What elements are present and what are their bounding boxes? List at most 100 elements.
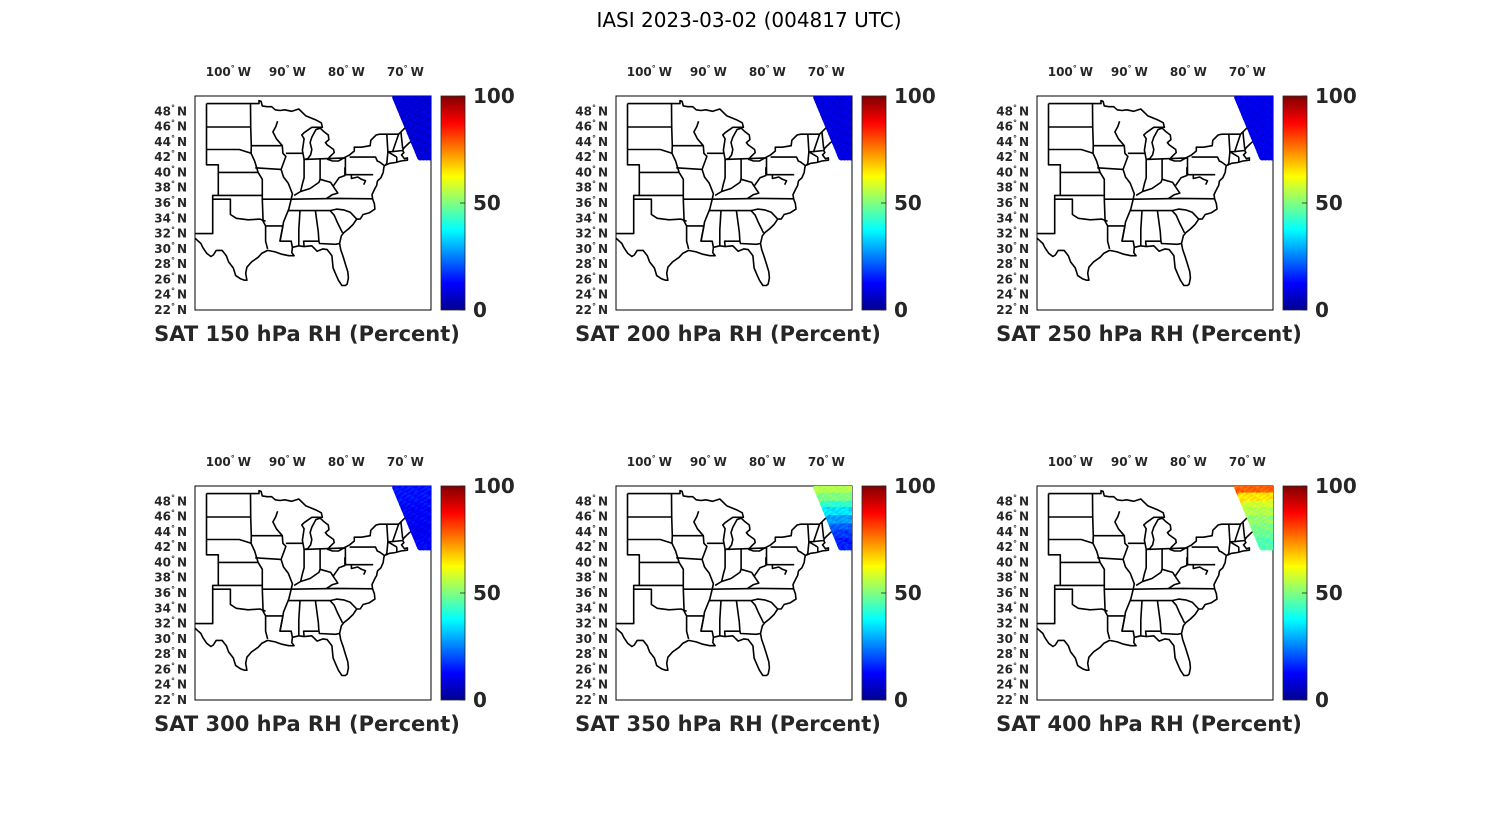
lat-tick-label: 38° N xyxy=(575,570,608,585)
lon-tick-label: 100° W xyxy=(1048,454,1093,469)
state-boundary xyxy=(255,557,282,561)
state-boundary xyxy=(721,178,760,200)
colorbar-tick-label: 50 xyxy=(894,191,922,215)
state-boundary xyxy=(1242,521,1246,539)
lat-tick-label: 46° N xyxy=(575,119,608,134)
lon-tick-label: 100° W xyxy=(206,454,251,469)
state-boundary xyxy=(287,208,358,220)
state-boundary xyxy=(771,564,788,576)
state-boundary xyxy=(384,524,389,556)
state-boundary xyxy=(293,159,305,197)
state-boundary xyxy=(1171,210,1186,234)
lat-tick-label: 30° N xyxy=(575,631,608,646)
lon-tick-label: 90° W xyxy=(690,454,727,469)
state-boundary xyxy=(387,151,398,158)
state-boundary xyxy=(627,538,673,545)
lat-tick-label: 26° N xyxy=(154,271,187,286)
state-boundary xyxy=(805,134,810,166)
state-boundary xyxy=(813,149,824,153)
lat-tick-label: 32° N xyxy=(996,226,1029,241)
lat-tick-label: 36° N xyxy=(575,585,608,600)
state-boundary xyxy=(392,149,403,153)
state-boundary xyxy=(771,174,788,186)
observation-swath xyxy=(392,96,431,161)
state-boundary xyxy=(1135,549,1147,587)
lat-tick-label: 48° N xyxy=(154,103,187,118)
state-boundary xyxy=(349,156,385,167)
state-boundary xyxy=(1140,210,1143,246)
lat-tick-label: 24° N xyxy=(575,287,608,302)
state-boundary xyxy=(1146,547,1188,551)
lat-tick-label: 38° N xyxy=(996,180,1029,195)
map-frame xyxy=(194,95,432,311)
lat-tick-label: 44° N xyxy=(996,524,1029,539)
lat-tick-label: 22° N xyxy=(154,302,187,317)
lat-tick-label: 22° N xyxy=(996,302,1029,317)
lon-tick-label: 90° W xyxy=(269,454,306,469)
lat-tick-label: 24° N xyxy=(996,287,1029,302)
state-boundary xyxy=(1229,541,1240,548)
lat-tick-label: 24° N xyxy=(575,677,608,692)
colorbar-tick-label: 50 xyxy=(1315,191,1343,215)
state-boundary xyxy=(1037,199,1056,235)
state-boundary xyxy=(291,587,373,590)
state-boundary xyxy=(813,539,824,543)
lon-tick-label: 70° W xyxy=(1229,454,1266,469)
state-boundary xyxy=(627,148,673,155)
state-boundary xyxy=(708,208,779,220)
lat-tick-label: 28° N xyxy=(154,256,187,271)
lat-tick-label: 36° N xyxy=(996,195,1029,210)
lat-tick-label: 22° N xyxy=(575,692,608,707)
lat-tick-label: 30° N xyxy=(575,241,608,256)
state-boundary xyxy=(719,600,722,636)
state-boundary xyxy=(287,598,358,610)
lon-tick-label: 100° W xyxy=(1048,64,1093,79)
state-boundary xyxy=(750,210,765,234)
lat-tick-label: 40° N xyxy=(154,554,187,569)
state-boundary xyxy=(1142,568,1181,590)
lat-tick-label: 24° N xyxy=(154,287,187,302)
panel-title: SAT 150 hPa RH (Percent) xyxy=(154,322,460,346)
state-boundary xyxy=(206,538,252,545)
lat-tick-label: 26° N xyxy=(575,271,608,286)
map-frame xyxy=(615,485,853,701)
lat-tick-label: 44° N xyxy=(154,524,187,539)
lat-tick-label: 40° N xyxy=(996,554,1029,569)
state-boundary xyxy=(1048,538,1094,545)
colorbar-tick-label: 50 xyxy=(1315,581,1343,605)
lat-tick-label: 48° N xyxy=(996,103,1029,118)
lat-tick-label: 34° N xyxy=(154,600,187,615)
lat-tick-label: 24° N xyxy=(996,677,1029,692)
state-boundary xyxy=(753,167,768,187)
state-boundary xyxy=(249,103,269,250)
lat-tick-label: 32° N xyxy=(154,616,187,631)
state-boundary xyxy=(1171,600,1186,624)
observation-point xyxy=(426,543,431,551)
state-boundary xyxy=(739,630,761,636)
lat-tick-label: 32° N xyxy=(154,226,187,241)
colorbar-tick-label: 50 xyxy=(473,581,501,605)
state-boundary xyxy=(1174,557,1189,577)
state-boundary xyxy=(300,568,339,590)
colorbar-tick-label: 50 xyxy=(473,191,501,215)
lat-tick-label: 42° N xyxy=(154,149,187,164)
lat-tick-label: 34° N xyxy=(575,210,608,225)
colorbar-tick-label: 100 xyxy=(1315,84,1357,108)
state-boundary xyxy=(676,557,703,561)
state-boundary xyxy=(821,521,825,539)
colorbar-tick-label: 0 xyxy=(1315,298,1329,322)
state-boundary xyxy=(392,539,403,543)
lat-tick-label: 28° N xyxy=(996,646,1029,661)
colorbar-tick-label: 100 xyxy=(1315,474,1357,498)
lat-tick-label: 32° N xyxy=(996,616,1029,631)
state-boundary xyxy=(1192,564,1209,576)
state-boundary xyxy=(318,240,340,246)
state-boundary xyxy=(1234,539,1245,543)
state-boundary xyxy=(1037,589,1056,625)
state-boundary xyxy=(298,210,301,246)
state-boundary xyxy=(304,547,346,551)
lat-tick-label: 26° N xyxy=(996,271,1029,286)
state-boundary xyxy=(349,546,385,557)
state-boundary xyxy=(1226,134,1231,166)
